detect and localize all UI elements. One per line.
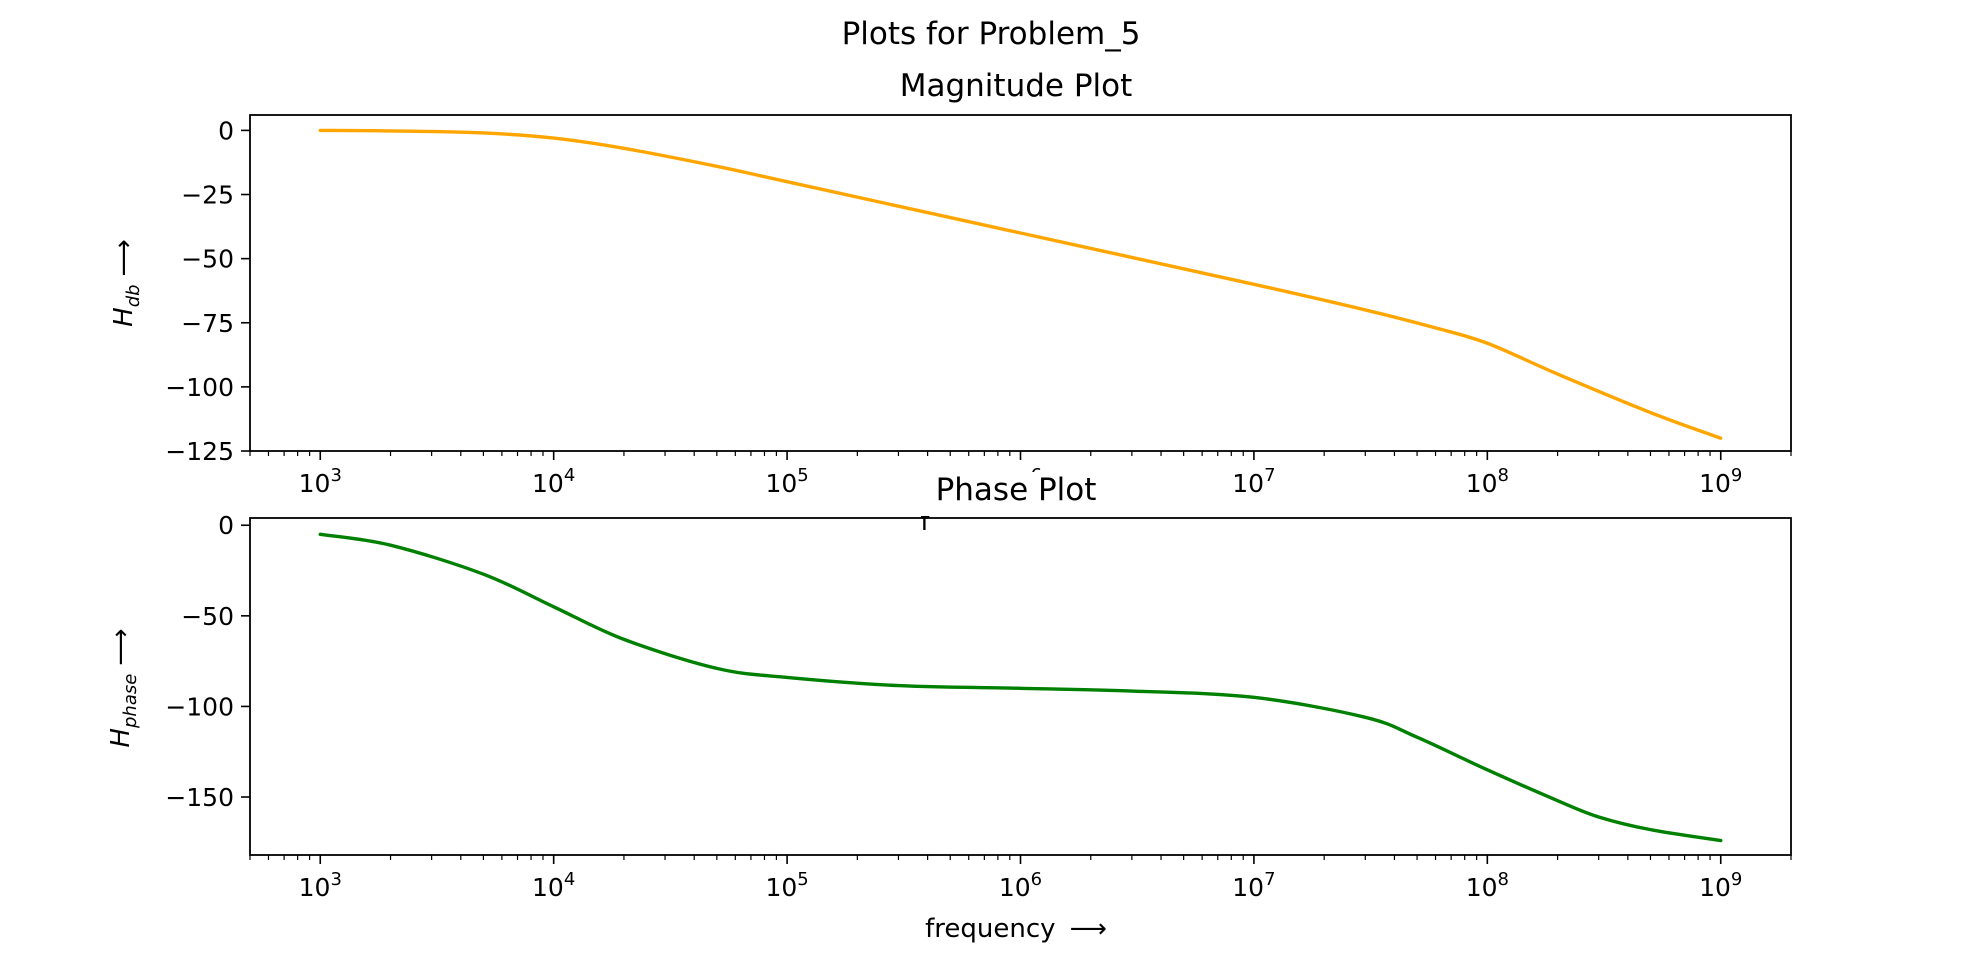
phase-x-tick-exponent: 4 (564, 869, 575, 890)
magnitude-series-line-0 (318, 128, 1723, 440)
magnitude-y-tick-label: −75 (181, 309, 234, 338)
phase-y-tick-label: 0 (218, 511, 234, 540)
phase-x-tick-exponent: 8 (1498, 869, 1509, 890)
magnitude-x-tick-exponent: 9 (1731, 465, 1742, 486)
phase-plot: Phase Plot 103 104 105 106 107 108 1090−50−100… (106, 472, 1792, 944)
magnitude-x-tick-base: 10 (1232, 469, 1264, 498)
phase-x-tick-exponent: 7 (1264, 869, 1275, 890)
phase-ylabel-subscript: phase (120, 674, 141, 729)
phase-x-tick-base: 10 (765, 873, 797, 902)
phase-x-tick-base: 10 (1232, 873, 1264, 902)
phase-x-tick-label: 104 (532, 869, 575, 902)
phase-x-tick-base: 10 (999, 873, 1031, 902)
phase-x-tick-label: 108 (1466, 869, 1509, 902)
phase-plot-ylabel: Hphase ⟶ (106, 628, 141, 747)
phase-y-tick-label: −50 (181, 602, 234, 631)
phase-title-backdrop (900, 472, 1120, 516)
phase-x-tick-label: 109 (1699, 869, 1742, 902)
magnitude-plot-title: Magnitude Plot (900, 68, 1133, 104)
phase-x-tick-base: 10 (532, 873, 564, 902)
phase-y-tick-label: −150 (165, 783, 234, 812)
magnitude-x-tick-base: 10 (765, 469, 797, 498)
magnitude-x-tick-base: 10 (532, 469, 564, 498)
phase-x-tick-base: 10 (1466, 873, 1498, 902)
phase-series-line-0 (318, 532, 1723, 843)
magnitude-x-tick-label: 108 (1466, 465, 1509, 498)
magnitude-x-tick-exponent: 4 (564, 465, 575, 486)
magnitude-x-tick-label: 103 (299, 465, 342, 498)
magnitude-x-tick-label: 104 (532, 465, 575, 498)
phase-y-tick-label: −100 (165, 692, 234, 721)
phase-x-tick-label: 106 (999, 869, 1042, 902)
phase-x-tick-exponent: 6 (1031, 869, 1042, 890)
magnitude-plot-ylabel: Hdb ⟶ (109, 239, 144, 327)
phase-plot-xlabel: frequency ⟶ (925, 914, 1107, 944)
phase-ylabel-arrow: ⟶ (106, 628, 136, 665)
magnitude-x-tick-exponent: 5 (797, 465, 808, 486)
magnitude-y-tick-label: 0 (218, 116, 234, 145)
phase-x-tick-exponent: 9 (1731, 869, 1742, 890)
magnitude-x-tick-base: 10 (299, 469, 331, 498)
magnitude-x-tick-label: 107 (1232, 465, 1275, 498)
figure-suptitle: Plots for Problem_5 (842, 16, 1141, 52)
phase-xlabel-text: frequency (925, 914, 1055, 944)
magnitude-axes-frame (249, 114, 1792, 452)
phase-x-tick-label: 103 (299, 869, 342, 902)
phase-x-tick-base: 10 (299, 873, 331, 902)
magnitude-x-tick-exponent: 3 (330, 465, 341, 486)
phase-x-tick-label: 107 (1232, 869, 1275, 902)
magnitude-x-tick-label: 105 (765, 465, 808, 498)
phase-plot-title: Phase Plot (936, 472, 1097, 508)
magnitude-x-tick-label: 109 (1699, 465, 1742, 498)
phase-x-tick-exponent: 3 (330, 869, 341, 890)
magnitude-plot: Magnitude Plot f 1031041051061071081090−… (109, 68, 1792, 537)
magnitude-ylabel-base: H (109, 307, 139, 327)
magnitude-x-tick-base: 10 (1466, 469, 1498, 498)
magnitude-x-tick-base: 10 (1699, 469, 1731, 498)
magnitude-y-tick-label: −100 (165, 373, 234, 402)
magnitude-y-tick-label: −50 (181, 245, 234, 274)
phase-xlabel-arrow: ⟶ (1070, 914, 1107, 944)
magnitude-ylabel-subscript: db (123, 284, 144, 307)
magnitude-x-tick-exponent: 7 (1264, 465, 1275, 486)
phase-ylabel-base: H (106, 728, 136, 748)
magnitude-ylabel-arrow: ⟶ (109, 239, 139, 276)
phase-x-tick-base: 10 (1699, 873, 1731, 902)
magnitude-y-tick-label: −25 (181, 181, 234, 210)
magnitude-x-tick-exponent: 8 (1498, 465, 1509, 486)
magnitude-plot-xlabel: f (920, 507, 930, 537)
phase-x-tick-exponent: 5 (797, 869, 808, 890)
phase-x-tick-label: 105 (765, 869, 808, 902)
phase-axes-frame (249, 517, 1792, 856)
magnitude-y-tick-label: −125 (165, 437, 234, 466)
